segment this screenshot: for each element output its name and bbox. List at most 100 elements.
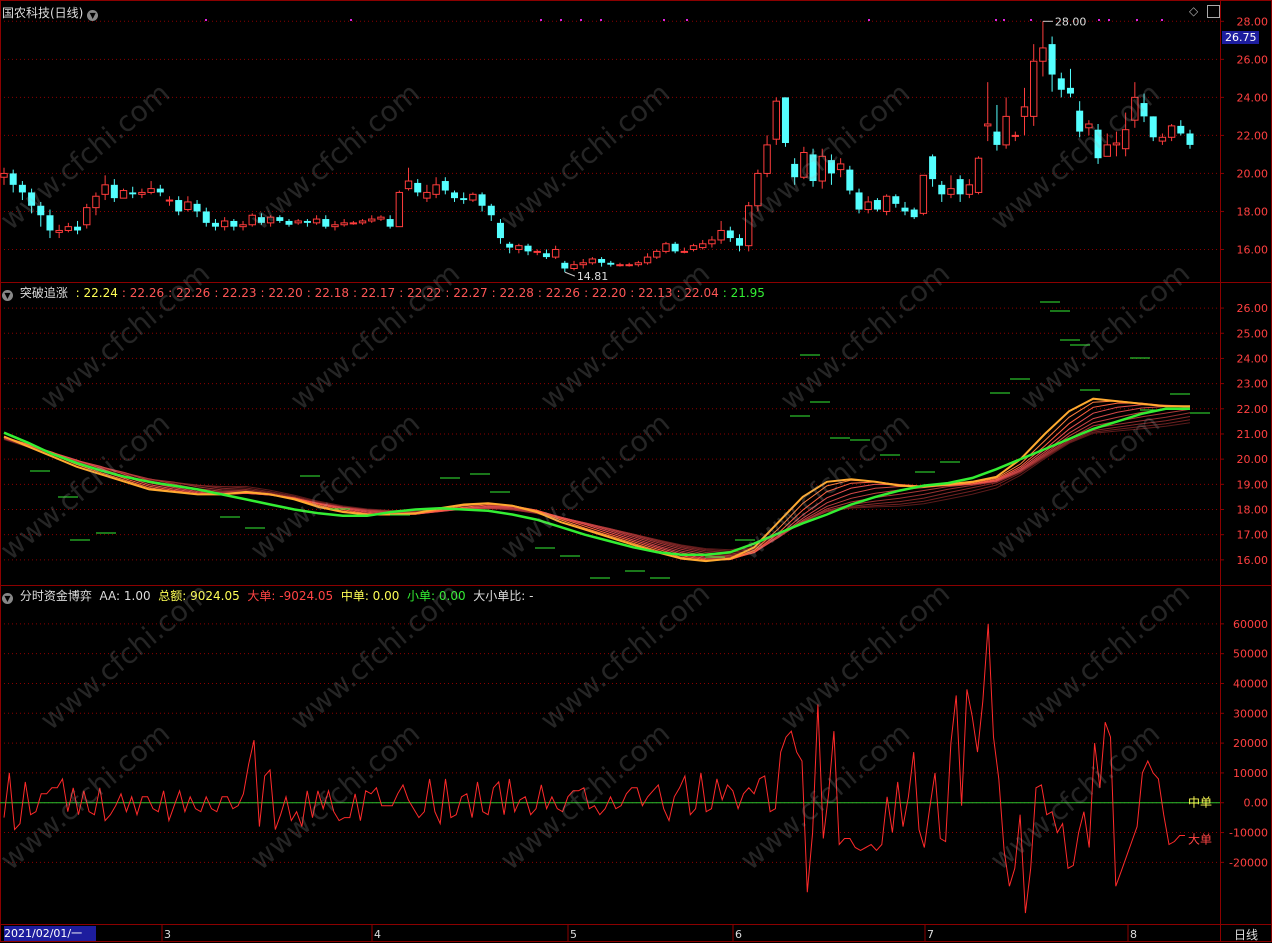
candle-body <box>395 191 404 228</box>
indicator-value: : 22.24 <box>75 286 118 300</box>
chevron-down-icon[interactable]: ▼ <box>2 290 13 301</box>
candle-body <box>18 184 26 193</box>
candle-body <box>110 184 118 199</box>
candle-body <box>368 218 376 222</box>
flow-panel-name[interactable]: 分时资金博弈 <box>19 589 92 603</box>
candle-body <box>340 222 348 226</box>
y-tick-label: 30000 <box>1233 707 1268 720</box>
candle-body <box>588 258 597 264</box>
candle-body <box>993 131 1001 145</box>
candle-body <box>138 191 146 195</box>
candle-body <box>873 200 881 210</box>
y-tick-label: 22.00 <box>1237 403 1269 416</box>
indicator-value: : 22.26 <box>168 286 211 300</box>
candle-body <box>929 156 937 180</box>
candle-body <box>1112 142 1121 146</box>
chevron-down-icon[interactable]: ▼ <box>87 10 99 21</box>
candle-body <box>1039 47 1047 62</box>
candle-body <box>55 229 63 233</box>
y-tick-label: 20.00 <box>1237 453 1269 466</box>
candle-body <box>1085 123 1093 129</box>
y-tick-label: 26.00 <box>1237 302 1269 315</box>
candle-body <box>846 169 854 191</box>
diamond-icon[interactable]: ◇ <box>1189 4 1199 18</box>
candle-body <box>496 222 504 239</box>
candle-body <box>74 226 82 231</box>
candle-body <box>542 253 550 258</box>
candle-body <box>598 258 606 263</box>
candle-body <box>1011 134 1020 137</box>
low-price-label: 14.81 <box>577 270 609 283</box>
flow-ratio-label: 大小单比: - <box>473 589 534 603</box>
candle-body <box>46 215 54 231</box>
flow-mid-label: 中单: 0.00 <box>340 589 400 603</box>
candle-body <box>643 256 652 264</box>
candle-body <box>662 243 670 252</box>
chevron-down-icon[interactable]: ▼ <box>2 593 13 604</box>
candle-body <box>294 220 302 224</box>
candle-body <box>1094 129 1102 159</box>
candle-body <box>551 248 560 258</box>
candle-body <box>1057 78 1065 90</box>
candle-body <box>322 219 330 227</box>
x-tick-label: 8 <box>1130 928 1137 941</box>
candle-body <box>303 220 311 223</box>
candle-body <box>754 172 762 207</box>
indicator-value: : 22.04 <box>676 286 719 300</box>
flow-panel-header: ▼ 分时资金博弈 AA: 1.00 总额: 9024.05 大单: -9024.… <box>2 587 533 604</box>
signal-dot <box>1108 19 1110 21</box>
y-tick-label: 28.00 <box>1237 15 1269 28</box>
candle-body <box>331 224 339 228</box>
signal-dot <box>540 19 542 21</box>
candle-body <box>570 264 578 269</box>
signal-dot <box>205 19 207 21</box>
candle-body <box>1030 60 1038 117</box>
indicator-panel-header: ▼ 突破追涨 : 22.24: 22.26: 22.26: 22.23: 22.… <box>2 284 765 301</box>
candle-body <box>349 222 358 225</box>
signal-dot <box>1098 19 1100 21</box>
candle-body <box>28 192 36 206</box>
candle-body <box>92 195 100 209</box>
candle-body <box>165 199 174 202</box>
x-tick-label: 5 <box>570 928 577 941</box>
y-tick-label: 16.00 <box>1237 243 1269 256</box>
flow-big-label: 大单: -9024.05 <box>247 589 334 603</box>
candle-body <box>800 152 808 178</box>
indicator-name[interactable]: 突破追涨 <box>19 286 68 300</box>
candle-body <box>1131 96 1139 121</box>
signal-dot <box>663 19 665 21</box>
candle-body <box>864 201 872 211</box>
candle-body <box>607 262 615 265</box>
candle-body <box>515 245 523 250</box>
candle-body <box>460 198 468 201</box>
indicator-value: : 22.28 <box>491 286 534 300</box>
indicator-values: : 22.24: 22.26: 22.26: 22.23: 22.20: 22.… <box>72 286 765 300</box>
candle-body <box>818 155 826 182</box>
candle-body <box>699 243 707 249</box>
candle-body <box>119 190 128 199</box>
y-tick-label: 23.00 <box>1237 378 1269 391</box>
candle-body <box>791 163 799 178</box>
flow-total-label: 总额: 9024.05 <box>158 589 240 603</box>
ribbon-line <box>3 405 1191 559</box>
y-tick-label: 21.00 <box>1237 428 1269 441</box>
candle-body <box>680 250 689 253</box>
candle-body <box>984 123 992 127</box>
candle-body <box>671 243 679 252</box>
window-icon[interactable] <box>1207 5 1220 18</box>
candle-body <box>101 184 109 195</box>
candle-body <box>827 160 835 174</box>
candle-body <box>83 207 91 226</box>
candle-body <box>1121 129 1130 150</box>
x-axis-period-label[interactable]: 日线 <box>1234 928 1259 942</box>
signal-dot <box>350 19 352 21</box>
candle-body <box>717 229 725 241</box>
y-tick-label: 26.00 <box>1237 53 1269 66</box>
ma-green-line <box>3 407 1190 557</box>
main-panel-title[interactable]: 国农科技(日线) <box>2 6 84 20</box>
indicator-value: : 22.18 <box>306 286 349 300</box>
current-price-badge: 26.75 <box>1222 31 1259 44</box>
candle-body <box>781 97 789 143</box>
indicator-value: : 22.26 <box>121 286 165 300</box>
